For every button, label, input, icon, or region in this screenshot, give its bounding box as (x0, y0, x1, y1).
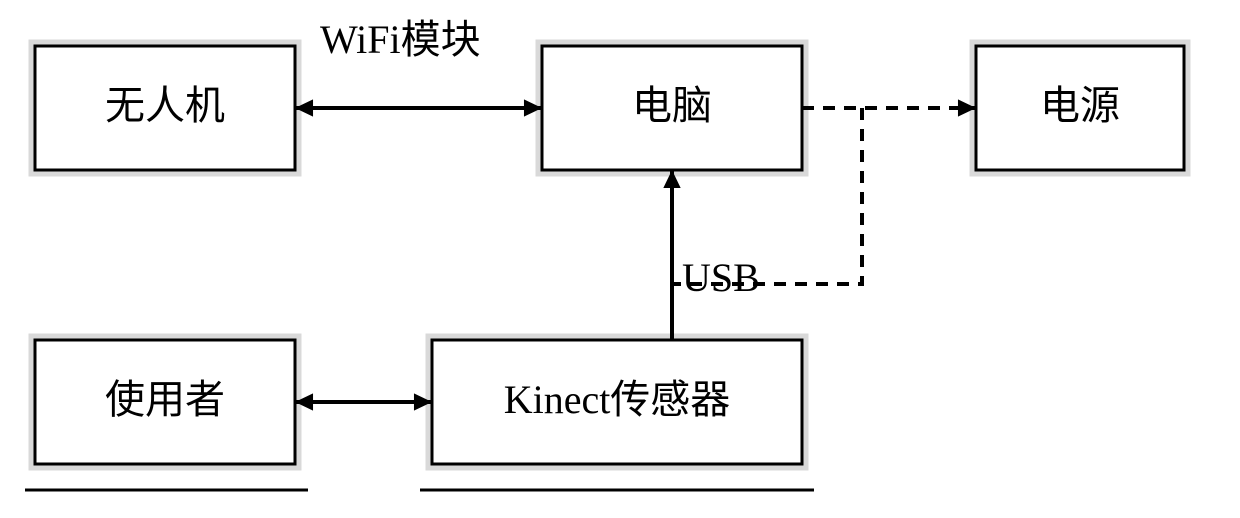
edge-label-wifi: WiFi模块 (320, 17, 481, 62)
node-user-label: 使用者 (105, 377, 225, 422)
edge-label-usb: USB (682, 255, 760, 300)
block-diagram: 无人机 电脑 电源使用者 Kinect传感器 WiFi模块 USB (0, 0, 1240, 518)
node-computer-label: 电脑 (632, 83, 712, 128)
node-power-label: 电源 (1040, 83, 1120, 128)
node-drone-label: 无人机 (105, 83, 225, 128)
node-kinect-label: Kinect传感器 (504, 377, 731, 422)
